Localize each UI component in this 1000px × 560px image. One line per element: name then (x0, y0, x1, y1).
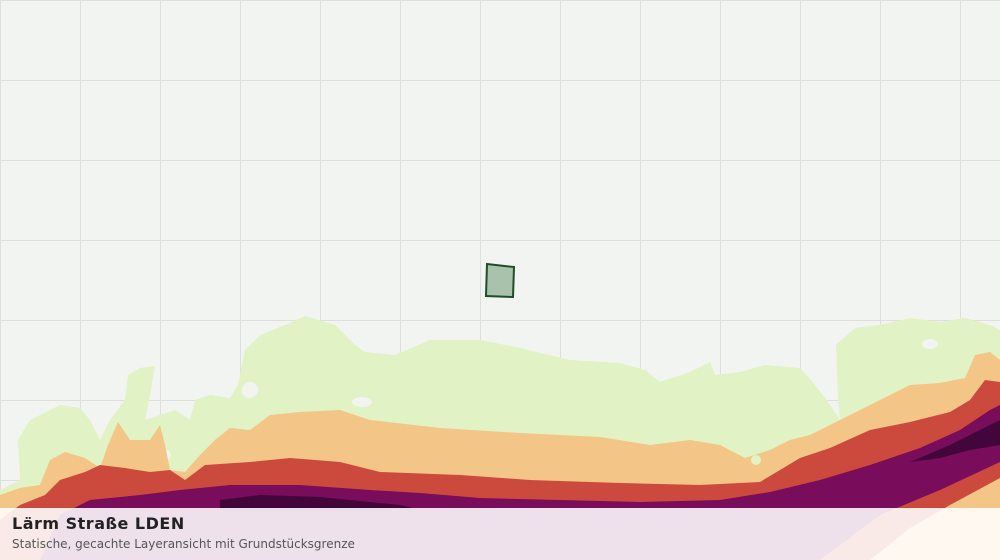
noise-hole (751, 455, 761, 465)
noise-band-65 (220, 420, 1000, 510)
noise-hole (922, 339, 938, 349)
parcel-boundary (484, 262, 516, 299)
caption-subtitle: Statische, gecachte Layeransicht mit Gru… (12, 537, 355, 551)
caption-panel (0, 508, 1000, 560)
caption-title: Lärm Straße LDEN (12, 514, 185, 533)
noise-hole (242, 382, 258, 398)
noise-hole (352, 397, 372, 407)
